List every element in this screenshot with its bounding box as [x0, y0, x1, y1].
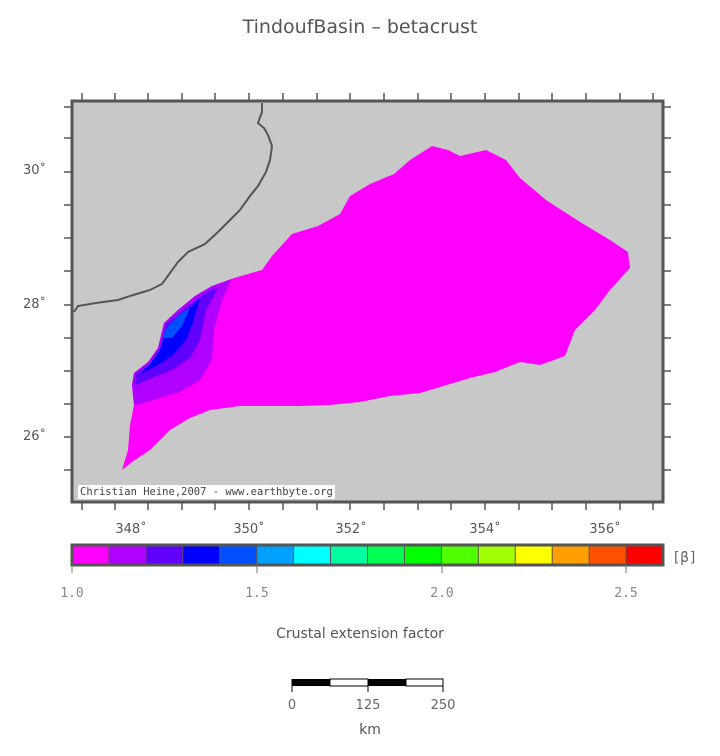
lon-label-352: 352˚	[335, 522, 367, 537]
scale-label-250: 250	[430, 698, 456, 713]
lon-label-350: 350˚	[233, 522, 265, 537]
basin-extent	[122, 146, 630, 470]
scale-label-0: 0	[287, 698, 297, 713]
colorbar-cell	[552, 545, 590, 565]
colorbar-cell	[589, 545, 627, 565]
colorbar-cell	[626, 545, 664, 565]
colorbar-cell	[256, 545, 295, 565]
lat-label-30: 30˚	[22, 163, 46, 178]
scale-unit: km	[359, 722, 381, 738]
zone-lightblue	[162, 308, 190, 338]
colorbar-cell	[72, 545, 110, 565]
colorbar-cell	[145, 545, 184, 565]
colorbar-cell	[182, 545, 221, 565]
map-credit: Christian Heine,2007 - www.earthbyte.org	[78, 485, 335, 499]
colorbar-unit: [β]	[672, 550, 698, 566]
colorbar-tick-2-0: 2.0	[430, 586, 454, 601]
colorbar-cell	[478, 545, 516, 565]
colorbar-cell	[108, 545, 147, 565]
colorbar-cell	[219, 545, 258, 565]
colorbar-cell	[293, 545, 332, 565]
lon-label-356: 356˚	[589, 522, 621, 537]
colorbar-tick-1-0: 1.0	[60, 586, 84, 601]
scale-label-125: 125	[355, 698, 381, 713]
coastline	[73, 103, 274, 313]
colorbar-cell	[515, 545, 553, 565]
colorbar-tick-2-5: 2.5	[614, 586, 638, 601]
colorbar-tick-1-5: 1.5	[245, 586, 269, 601]
colorbar-cell	[330, 545, 368, 565]
colorbar-title: Crustal extension factor	[276, 626, 444, 642]
lat-label-26: 26˚	[22, 429, 46, 444]
lat-label-28: 28˚	[22, 297, 46, 312]
colorbar-cell	[404, 545, 442, 565]
map-title: TindoufBasin – betacrust	[242, 16, 478, 38]
lon-label-348: 348˚	[115, 522, 147, 537]
lon-label-354: 354˚	[469, 522, 501, 537]
colorbar-cell	[367, 545, 405, 565]
colorbar-cell	[441, 545, 479, 565]
